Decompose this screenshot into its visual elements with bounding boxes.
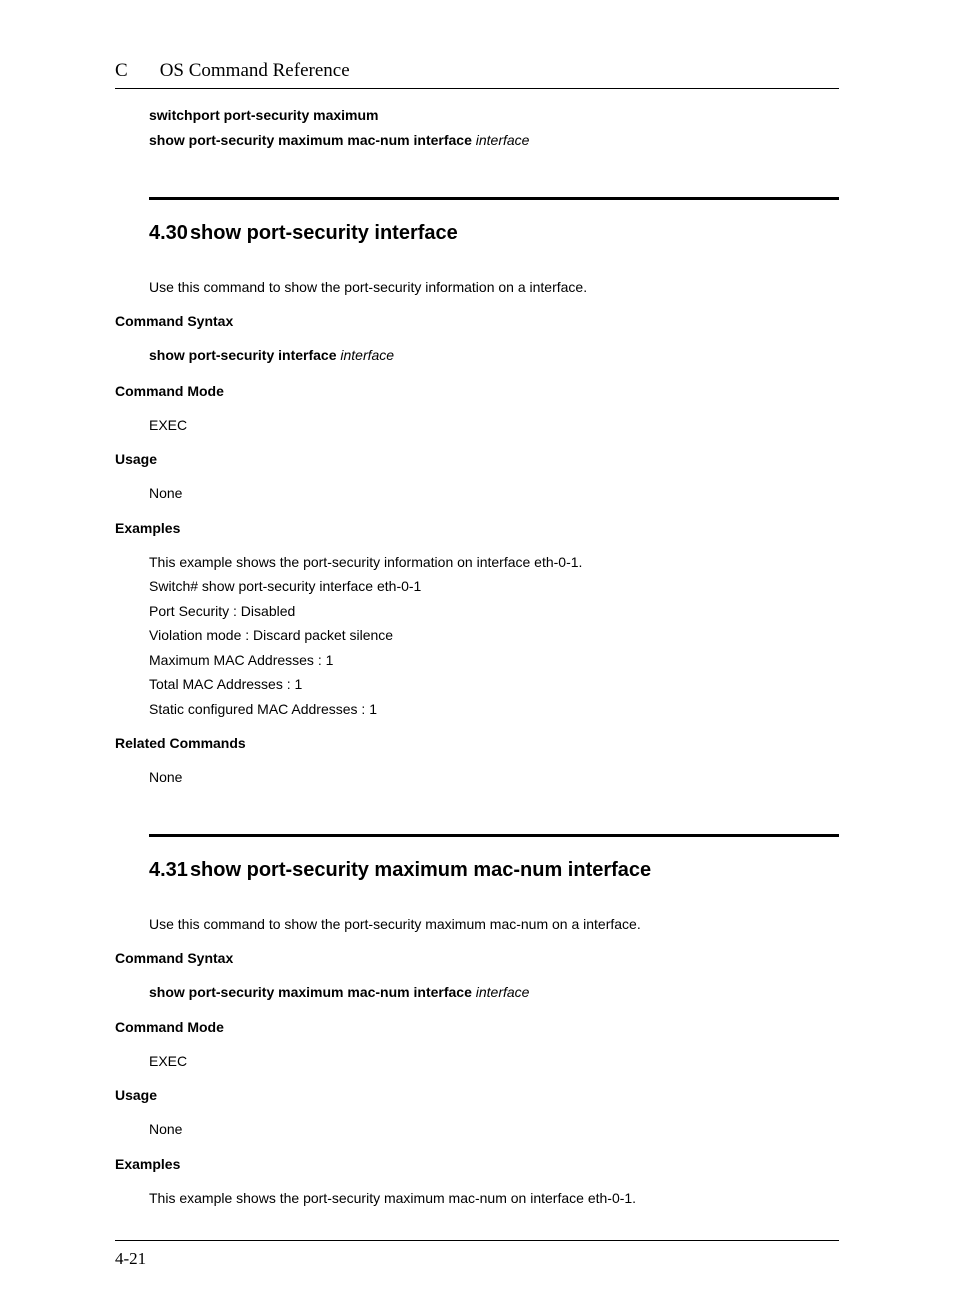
section-430-usage-label: Usage	[115, 451, 839, 467]
preamble-line-1: switchport port-security maximum	[149, 103, 839, 128]
section-431-examples-label: Examples	[115, 1156, 839, 1172]
section-430-mode-value: EXEC	[149, 413, 839, 438]
section-431-description: Use this command to show the port-securi…	[149, 916, 839, 932]
header-section-letter: C	[115, 60, 128, 82]
section-431-example-line: This example shows the port-security max…	[149, 1186, 839, 1211]
section-431-syntax: show port-security maximum mac-num inter…	[115, 980, 839, 1005]
section-430-heading: 4.30show port-security interface	[149, 222, 839, 245]
section-430-syntax-italic: interface	[340, 347, 394, 363]
section-431-title: show port-security maximum mac-num inter…	[190, 859, 651, 881]
page-header: C OS Command Reference	[115, 60, 839, 89]
preamble-line-2-italic: interface	[476, 132, 530, 148]
section-430-title: show port-security interface	[190, 222, 458, 244]
section-431-usage-label: Usage	[115, 1087, 839, 1103]
section-430-example-line-5: Total MAC Addresses : 1	[149, 672, 839, 697]
section-430-mode-label: Command Mode	[115, 383, 839, 399]
section-431-syntax-label: Command Syntax	[115, 950, 839, 966]
section-430-usage-value: None	[149, 481, 839, 506]
section-431-number: 4.31	[149, 859, 188, 882]
section-430-syntax-bold: show port-security interface	[149, 347, 340, 363]
section-430-related-label: Related Commands	[115, 735, 839, 751]
section-430-examples-label: Examples	[115, 520, 839, 536]
page-footer: 4-21	[115, 1240, 839, 1269]
section-430-number: 4.30	[149, 222, 188, 245]
section-430-example-line-0: This example shows the port-security inf…	[149, 550, 839, 575]
section-431-syntax-italic: interface	[476, 984, 530, 1000]
section-431-heading: 4.31show port-security maximum mac-num i…	[149, 859, 839, 882]
section-divider-430	[149, 197, 839, 200]
section-431-syntax-bold: show port-security maximum mac-num inter…	[149, 984, 476, 1000]
section-431-usage-value: None	[149, 1117, 839, 1142]
section-430-example-line-4: Maximum MAC Addresses : 1	[149, 648, 839, 673]
preamble-block: switchport port-security maximum show po…	[115, 103, 839, 153]
section-430-description: Use this command to show the port-securi…	[149, 279, 839, 295]
section-430-syntax-label: Command Syntax	[115, 313, 839, 329]
section-430-example-line-2: Port Security : Disabled	[149, 599, 839, 624]
section-430-example-line-1: Switch# show port-security interface eth…	[149, 574, 839, 599]
section-430-example-line-6: Static configured MAC Addresses : 1	[149, 697, 839, 722]
section-430-syntax: show port-security interface interface	[115, 343, 839, 368]
header-title: OS Command Reference	[160, 60, 350, 82]
section-430-example-line-3: Violation mode : Discard packet silence	[149, 623, 839, 648]
section-431-mode-value: EXEC	[149, 1049, 839, 1074]
preamble-line-2: show port-security maximum mac-num inter…	[149, 128, 839, 153]
section-430-related-value: None	[149, 765, 839, 790]
section-431-mode-label: Command Mode	[115, 1019, 839, 1035]
page-number: 4-21	[115, 1249, 146, 1268]
preamble-line-2-bold: show port-security maximum mac-num inter…	[149, 132, 476, 148]
section-divider-431	[149, 834, 839, 837]
